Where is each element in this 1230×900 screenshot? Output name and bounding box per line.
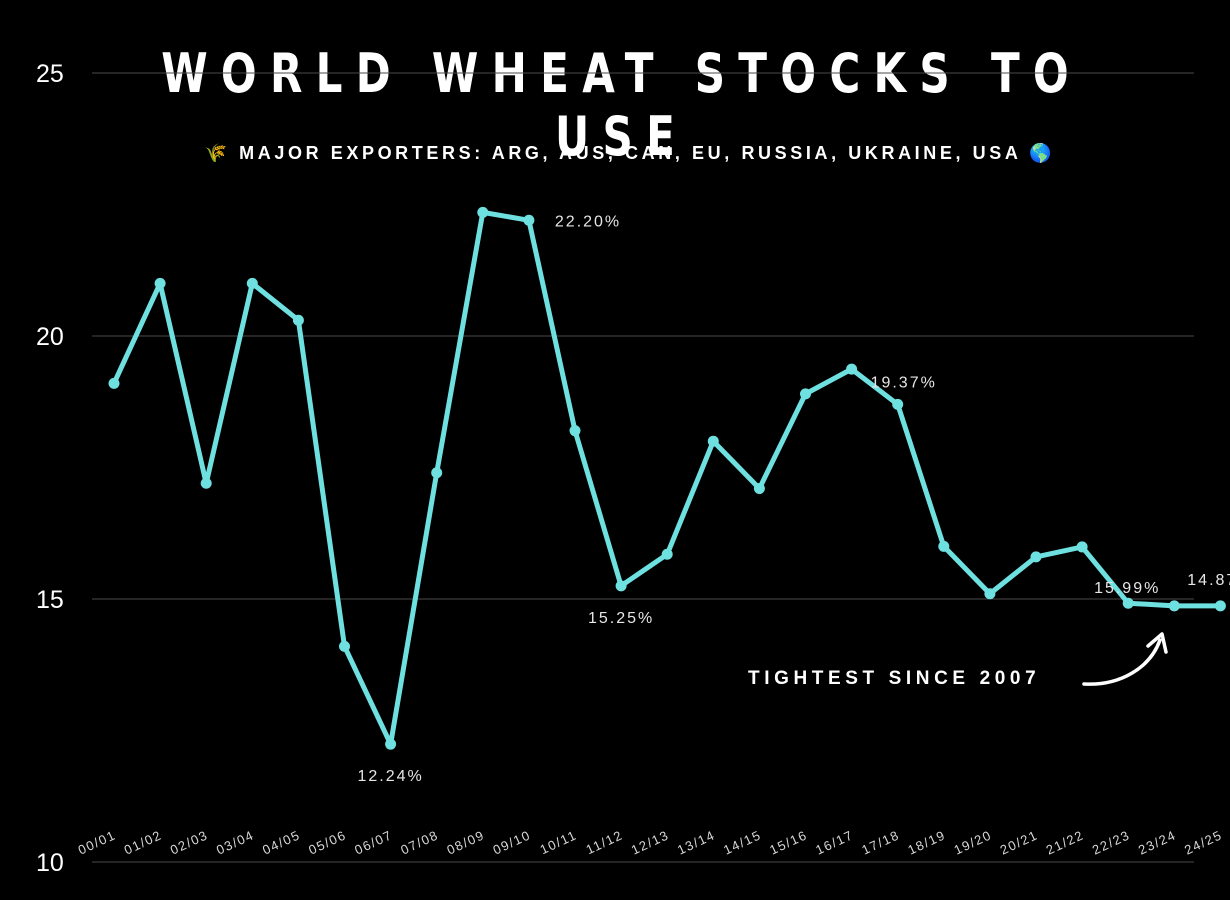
data-point xyxy=(292,314,304,326)
x-tick-label: 00/01 xyxy=(76,827,119,858)
data-point xyxy=(707,435,719,447)
annotation-arrow xyxy=(1082,638,1162,686)
data-point xyxy=(1030,551,1042,563)
data-point xyxy=(661,548,673,560)
chart-subtitle: 🌾 MAJOR EXPORTERS: ARG, AUS, CAN, EU, RU… xyxy=(204,143,1056,163)
data-point xyxy=(385,738,397,750)
y-tick-label: 20 xyxy=(36,323,64,351)
data-point xyxy=(339,640,350,652)
data-point xyxy=(1076,541,1088,553)
x-tick-label: 18/19 xyxy=(905,827,948,858)
x-tick-label: 08/09 xyxy=(444,827,487,858)
data-point xyxy=(108,377,120,389)
data-point xyxy=(984,588,996,600)
x-tick-label: 21/22 xyxy=(1044,827,1087,858)
data-point xyxy=(615,580,627,592)
data-label: 22.20% xyxy=(555,213,621,230)
data-point xyxy=(1168,600,1180,612)
y-tick-label: 25 xyxy=(36,60,64,88)
data-label: 12.24% xyxy=(357,768,423,785)
annotation-arrowhead xyxy=(1146,632,1168,654)
x-tick-label: 16/17 xyxy=(813,827,856,858)
data-point xyxy=(431,467,443,479)
x-tick-label: 06/07 xyxy=(352,827,395,858)
data-point xyxy=(1214,600,1226,612)
x-tick-label: 14/15 xyxy=(721,827,764,858)
data-point xyxy=(569,425,581,437)
data-point xyxy=(1122,597,1134,609)
x-tick-label: 01/02 xyxy=(122,827,165,858)
data-label: 14.87% xyxy=(1187,572,1230,589)
x-tick-label: 19/20 xyxy=(952,827,995,858)
data-point xyxy=(200,477,212,489)
tightest-annotation: TIGHTEST SINCE 2007 xyxy=(748,668,1041,689)
data-label: 19.37% xyxy=(871,374,937,391)
x-tick-label: 02/03 xyxy=(168,827,211,858)
data-point xyxy=(938,540,950,552)
data-point xyxy=(800,388,811,400)
x-tick-label: 09/10 xyxy=(491,827,534,858)
x-tick-label: 23/24 xyxy=(1136,827,1179,858)
x-tick-label: 13/14 xyxy=(675,827,718,858)
x-tick-label: 12/13 xyxy=(629,827,672,858)
x-tick-label: 15/16 xyxy=(767,827,810,858)
x-tick-label: 20/21 xyxy=(998,827,1041,858)
data-label: 15.99% xyxy=(1094,580,1160,597)
data-point xyxy=(523,214,535,226)
x-tick-label: 10/11 xyxy=(538,827,580,857)
x-tick-label: 03/04 xyxy=(214,827,257,858)
x-tick-label: 11/12 xyxy=(584,827,626,857)
x-tick-label: 04/05 xyxy=(260,827,303,858)
x-tick-label: 07/08 xyxy=(398,827,441,858)
data-point xyxy=(753,483,765,495)
data-point xyxy=(892,398,904,410)
data-point xyxy=(477,206,489,218)
x-tick-label: 24/25 xyxy=(1182,827,1225,858)
y-tick-label: 15 xyxy=(36,586,64,614)
data-point xyxy=(846,363,858,375)
x-tick-label: 22/23 xyxy=(1090,827,1133,858)
series-line xyxy=(111,209,1223,747)
x-tick-label: 17/18 xyxy=(859,827,902,858)
y-tick-label: 10 xyxy=(36,849,64,877)
data-point xyxy=(154,277,166,289)
x-tick-label: 05/06 xyxy=(306,827,349,858)
data-label: 15.25% xyxy=(588,610,654,627)
data-point xyxy=(246,277,258,289)
